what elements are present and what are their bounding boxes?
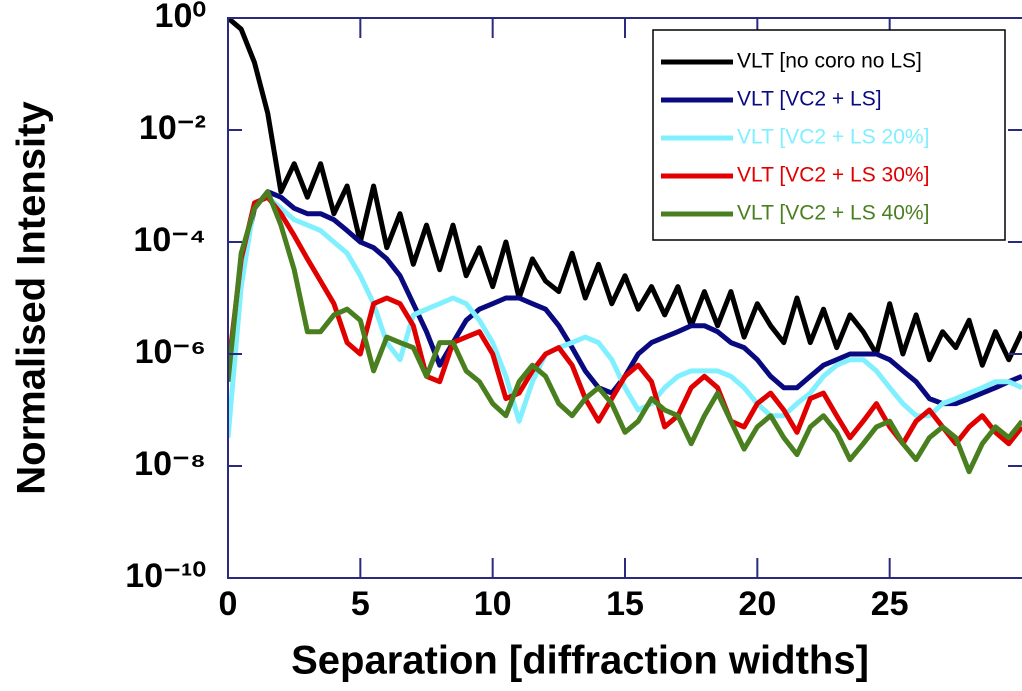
plot-frame	[227, 17, 1022, 579]
x-tick-label: 10	[474, 585, 512, 623]
y-axis-title: Normalised Intensity	[10, 101, 54, 495]
y-tick-label: 10⁻⁴	[133, 221, 206, 259]
legend-label: VLT [VC2 + LS 30%]	[737, 164, 929, 187]
legend-label: VLT [no coro no LS]	[737, 50, 922, 73]
legend-box	[652, 29, 1006, 241]
x-tick-label: 5	[351, 585, 370, 623]
y-tick-label: 10⁻²	[139, 109, 206, 147]
series-line	[228, 189, 1022, 475]
legend-label: VLT [VC2 + LS 40%]	[737, 202, 929, 225]
series-line	[228, 194, 1022, 447]
legend-label: VLT [VC2 + LS]	[737, 88, 882, 111]
y-tick-label: 10⁻⁸	[134, 445, 206, 483]
x-tick-label: 25	[871, 585, 909, 623]
legend-label: VLT [VC2 + LS 20%]	[737, 126, 929, 149]
x-tick-label: 20	[738, 585, 776, 623]
y-tick-label: 10⁰	[155, 0, 206, 35]
y-tick-label: 10⁻⁶	[135, 333, 206, 371]
x-tick-label: 0	[219, 585, 238, 623]
x-tick-label: 15	[606, 585, 644, 623]
y-tick-label: 10⁻¹⁰	[125, 557, 206, 595]
x-axis-title: Separation [diffraction widths]	[291, 639, 869, 683]
plot-area	[228, 18, 1022, 475]
series-line	[228, 194, 1022, 438]
